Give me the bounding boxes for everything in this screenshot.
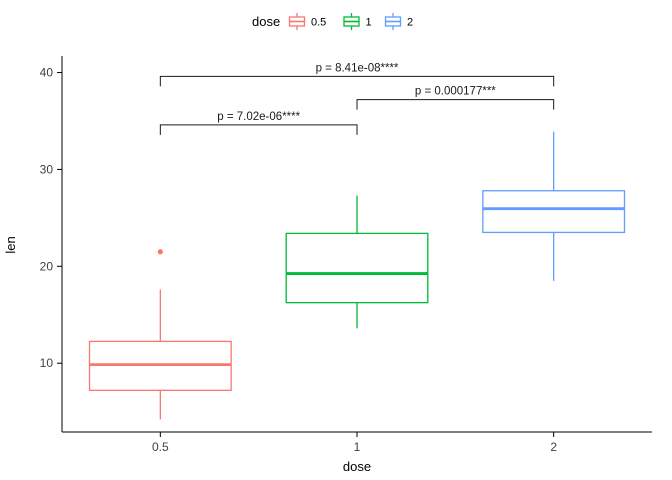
significance-bracket [159,124,358,135]
plot-area: 10 20 30 40 0.5 1 2 p = 8.41e-08**** p = 0.00017… [40,56,652,454]
legend-key-label: 0.5 [311,17,326,29]
legend-keys: 0.5 1 2 [288,13,413,30]
y-axis-tick-label: 20 [40,259,54,273]
box [482,190,626,234]
legend-key-label: 1 [366,17,372,29]
p-value-label: p = 8.41e-08**** [316,62,399,74]
box [285,232,429,304]
legend-key-label: 2 [407,17,413,29]
p-value-label: p = 7.02e-06**** [217,111,300,123]
y-axis-tick-label: 40 [40,66,54,80]
significance-bracket [159,75,555,87]
p-value-label: p = 0.000177*** [415,86,496,98]
outlier-point [157,249,163,255]
x-axis-tick-label: 1 [354,440,361,454]
legend-title: dose [252,14,280,29]
x-axis-tick-label: 0.5 [152,440,169,454]
legend: dose 0.5 1 2 [252,13,413,30]
x-axis-title: dose [343,459,371,474]
significance-bracket [356,99,555,110]
x-axis-tick-label: 2 [550,440,557,454]
legend-key: 0.5 [288,13,326,30]
y-axis-tick-label: 10 [40,356,54,370]
y-axis-title: len [3,236,18,253]
y-axis-tick-label: 30 [40,162,54,176]
legend-key: 1 [343,13,372,30]
legend-key: 2 [384,13,413,30]
